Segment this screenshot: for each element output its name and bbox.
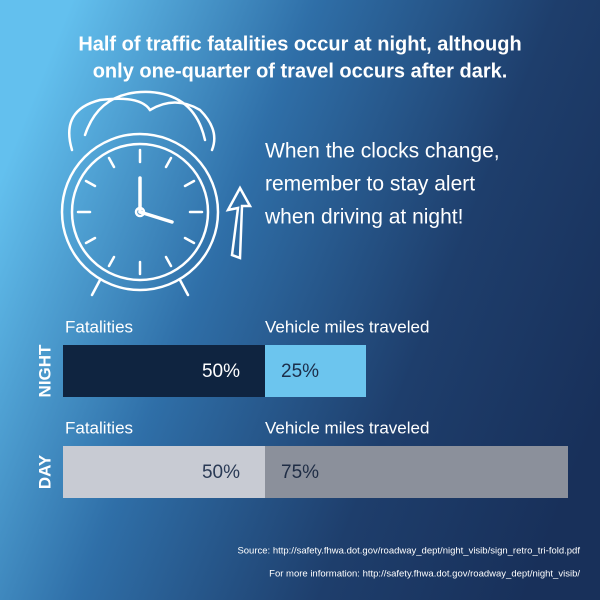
message-line: when driving at night! <box>264 206 463 229</box>
bar <box>265 345 366 397</box>
clock-icon <box>60 90 253 297</box>
message-line: remember to stay alert <box>265 173 475 196</box>
source-note: Source: http://safety.fhwa.dot.gov/roadw… <box>237 546 580 557</box>
bar-name: Vehicle miles traveled <box>265 418 429 437</box>
row-label: NIGHT <box>35 344 54 398</box>
bar-name: Fatalities <box>65 317 133 336</box>
title-line: Half of traffic fatalities occur at nigh… <box>78 33 521 55</box>
message-line: When the clocks change, <box>265 140 500 163</box>
bar <box>63 446 265 498</box>
bar-value-label: 50% <box>202 462 240 483</box>
bar <box>63 345 265 397</box>
bar-name: Fatalities <box>65 418 133 437</box>
info-note: For more information: http://safety.fhwa… <box>269 569 580 580</box>
title-line: only one-quarter of travel occurs after … <box>93 60 508 82</box>
bar <box>265 446 568 498</box>
row-label: DAY <box>35 454 54 489</box>
bar-value-label: 25% <box>281 361 319 382</box>
bar-value-label: 75% <box>281 462 319 483</box>
bar-value-label: 50% <box>202 361 240 382</box>
bar-name: Vehicle miles traveled <box>265 317 429 336</box>
